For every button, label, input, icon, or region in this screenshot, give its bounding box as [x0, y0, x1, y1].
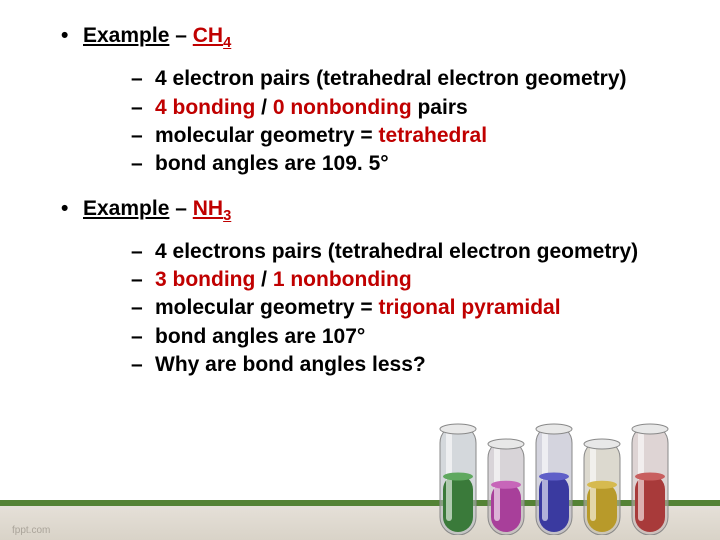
formula-sub-4: 4 [223, 35, 231, 51]
list-item: molecular geometry = trigonal pyramidal [155, 294, 675, 322]
slide-content: Example – CH4 4 electron pairs (tetrahed… [0, 0, 720, 379]
beakers-graphic [430, 375, 690, 535]
list-item: bond angles are 109. 5° [155, 150, 675, 178]
example-1-points: 4 electron pairs (tetrahedral electron g… [45, 65, 675, 178]
example-label: Example [83, 24, 169, 47]
heading-dash: – [175, 197, 193, 220]
example-label: Example [83, 197, 169, 220]
footer-credit: fppt.com [12, 525, 50, 536]
formula-nh: NH [193, 197, 223, 220]
list-item: molecular geometry = tetrahedral [155, 122, 675, 150]
list-item: 4 electron pairs (tetrahedral electron g… [155, 65, 675, 93]
example-2-heading: Example – NH3 [45, 197, 675, 224]
formula-sub-3: 3 [223, 208, 231, 224]
list-item: 4 bonding / 0 nonbonding pairs [155, 94, 675, 122]
formula-ch: CH [193, 24, 223, 47]
list-item: 3 bonding / 1 nonbonding [155, 266, 675, 294]
list-item: bond angles are 107° [155, 323, 675, 351]
example-1-heading: Example – CH4 [45, 24, 675, 51]
list-item: 4 electrons pairs (tetrahedral electron … [155, 238, 675, 266]
heading-dash: – [175, 24, 193, 47]
example-2-points: 4 electrons pairs (tetrahedral electron … [45, 238, 675, 380]
